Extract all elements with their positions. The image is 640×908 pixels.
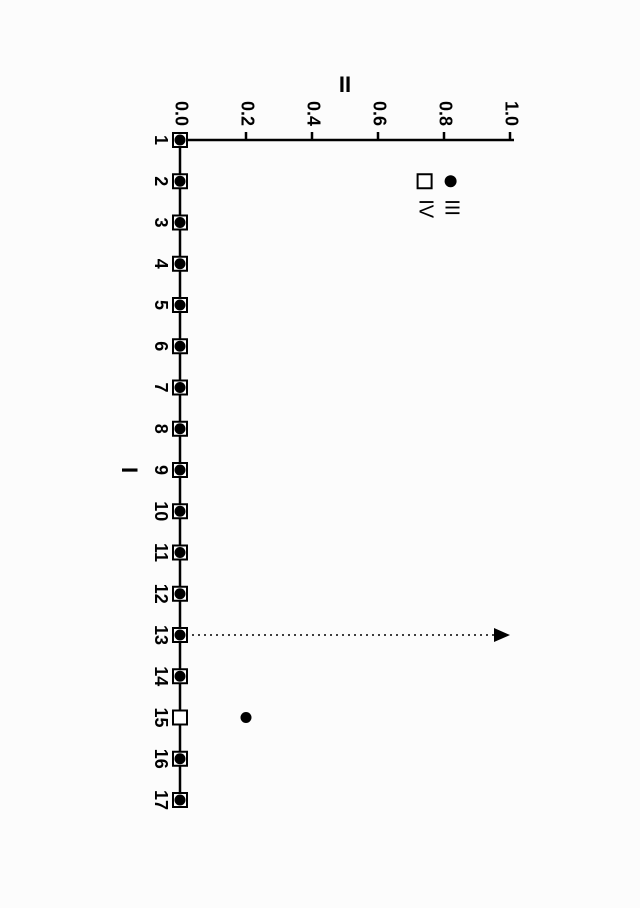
x-tick-label: 11 [151, 543, 171, 562]
x-tick-label: 16 [151, 749, 171, 769]
data-point-circle [175, 506, 186, 517]
y-tick-label: 1.0 [501, 101, 521, 126]
y-tick-label: 0.8 [435, 101, 455, 126]
legend-label: III [440, 199, 462, 216]
data-point-square [173, 711, 187, 725]
x-tick-label: 17 [151, 790, 171, 810]
x-tick-label: 2 [151, 176, 171, 186]
y-axis-label: II [339, 72, 351, 97]
data-point-circle [241, 712, 252, 723]
data-point-circle [175, 423, 186, 434]
x-tick-label: 15 [151, 707, 171, 727]
y-tick-label: 0.6 [369, 101, 389, 126]
y-tick-label: 0.4 [303, 101, 323, 126]
x-tick-label: 10 [151, 501, 171, 521]
x-tick-label: 9 [151, 465, 171, 475]
data-point-circle [175, 382, 186, 393]
data-point-circle [175, 630, 186, 641]
legend-label: IV [414, 199, 436, 219]
x-tick-label: 5 [151, 300, 171, 310]
data-point-circle [175, 217, 186, 228]
data-point-circle [175, 588, 186, 599]
y-tick-label: 0.0 [171, 101, 191, 126]
data-point-circle [175, 135, 186, 146]
x-tick-label: 13 [151, 625, 171, 645]
data-point-circle [175, 753, 186, 764]
legend: IIIIV [414, 174, 462, 219]
x-tick-label: 14 [151, 666, 171, 686]
y-tick-label: 0.2 [237, 101, 257, 126]
data-point-circle [175, 547, 186, 558]
data-point-circle [175, 258, 186, 269]
data-point-circle [175, 465, 186, 476]
arrow-icon [494, 628, 510, 642]
x-tick-label: 1 [151, 135, 171, 145]
x-tick-label: 8 [151, 424, 171, 434]
x-tick-label: 6 [151, 341, 171, 351]
data-point-circle [175, 795, 186, 806]
x-tick-label: 12 [151, 584, 171, 604]
x-axis-label: I [117, 467, 142, 473]
data-point-circle [175, 671, 186, 682]
rotated-scatter-chart: 0.00.20.40.60.81.0II12345678910111213141… [0, 0, 640, 908]
x-tick-label: 4 [151, 259, 171, 269]
data-point-circle [175, 176, 186, 187]
x-tick-label: 3 [151, 217, 171, 227]
data-point-circle [175, 300, 186, 311]
x-tick-label: 7 [151, 382, 171, 392]
data-point-circle [175, 341, 186, 352]
